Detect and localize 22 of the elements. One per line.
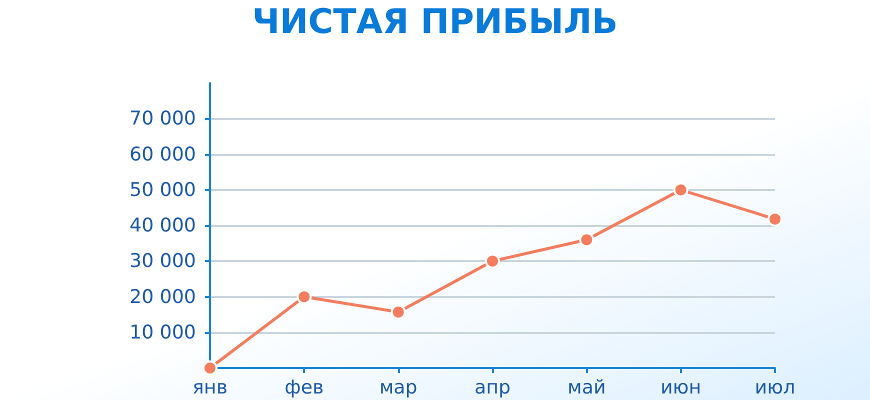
y-tick-label: 70 000	[130, 108, 196, 130]
point	[296, 289, 312, 304]
point	[579, 232, 594, 248]
y-tick-label: 30 000	[130, 250, 196, 272]
y-tick-label: 20 000	[130, 286, 196, 308]
point	[202, 360, 218, 376]
x-tick-label: июл	[754, 376, 796, 398]
point	[485, 254, 500, 269]
x-tick-label: июн	[660, 376, 702, 398]
x-tick-label: май	[568, 376, 606, 398]
chart-title: ЧИСТАЯ ПРИБЫЛЬ	[252, 2, 618, 42]
point	[768, 212, 782, 227]
x-tick-label: фев	[284, 376, 324, 398]
point	[390, 304, 406, 320]
y-tick-label: 60 000	[130, 143, 196, 166]
x-tick-label: апр	[474, 376, 511, 398]
y-tick-label: 40 000	[130, 214, 196, 236]
y-tick-label: 50 000	[130, 178, 196, 201]
point	[673, 182, 688, 198]
x-tick-label: янв	[192, 376, 228, 398]
x-tick-label: мар	[379, 376, 418, 398]
y-tick-label: 10 000	[130, 321, 196, 344]
